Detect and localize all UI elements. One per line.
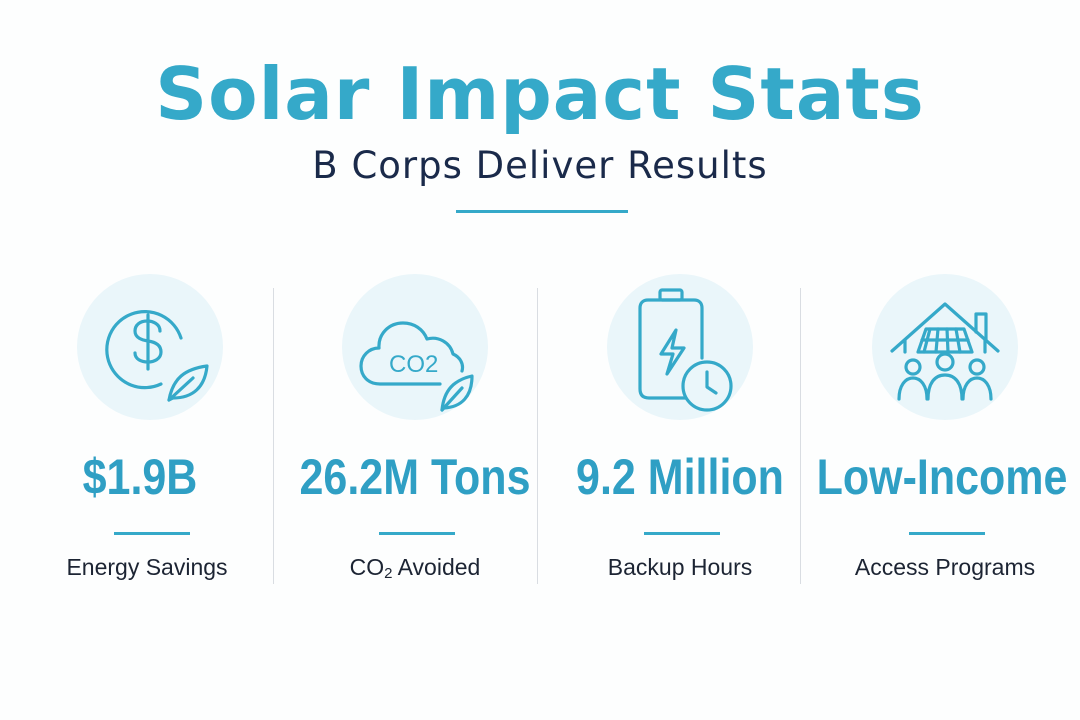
column-divider	[800, 288, 801, 584]
stat-underline	[114, 532, 190, 535]
title-underline	[456, 210, 628, 213]
battery-bolt-clock-icon	[607, 274, 753, 420]
stat-underline	[909, 532, 985, 535]
stat-label: Backup Hours	[607, 554, 753, 580]
stat-backup-hours: 9.2 Million Backup Hours	[540, 270, 805, 590]
page-title: Solar Impact Stats	[155, 52, 925, 136]
stat-co2-avoided: CO2 26.2M Tons CO2 Avoided	[275, 270, 540, 590]
stat-label: Access Programs	[854, 554, 1036, 580]
stat-value: 26.2M Tons	[299, 449, 531, 505]
dollar-coin-leaf-icon	[77, 274, 223, 420]
column-divider	[273, 288, 274, 584]
column-divider	[537, 288, 538, 584]
stat-value: $1.9B	[82, 449, 198, 505]
stat-underline	[379, 532, 455, 535]
stat-access-programs: Low-Income Access Programs	[805, 270, 1070, 590]
stats-row: $1.9B Energy Savings CO2 26.2M Tons CO2 …	[10, 270, 1070, 590]
solar-house-community-icon	[872, 274, 1018, 420]
stat-label: CO2 Avoided	[349, 554, 481, 582]
svg-text:CO2: CO2	[389, 351, 438, 378]
stat-value: 9.2 Million	[576, 449, 784, 505]
stat-label: Energy Savings	[66, 554, 228, 580]
page-subtitle: B Corps Deliver Results	[312, 144, 768, 187]
stat-value: Low-Income	[816, 449, 1068, 505]
co2-cloud-leaf-icon: CO2	[342, 274, 488, 420]
stat-energy-savings: $1.9B Energy Savings	[10, 270, 275, 590]
stat-underline	[644, 532, 720, 535]
